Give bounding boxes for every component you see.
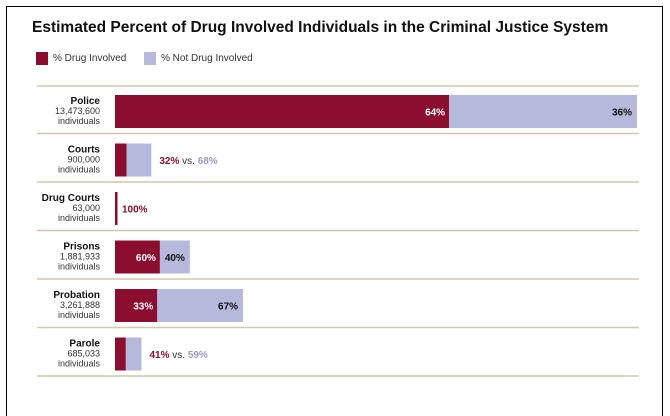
bar-not-drug-involved-police — [449, 95, 637, 128]
category-label-police: Police — [71, 96, 101, 107]
data-label-drug-courts: 32% — [159, 156, 179, 167]
legend-label-not-drug-involved: % Not Drug Involved — [161, 53, 253, 64]
data-label-parole: 41% vs. 59% — [149, 350, 207, 361]
bar-not-drug-involved-parole — [125, 337, 142, 371]
data-label-drug-probation: 33% — [133, 302, 153, 313]
category-label-courts: Courts — [68, 145, 101, 156]
category-count-drug-courts: 63,000 — [72, 203, 100, 213]
data-label-drug-police: 64% — [425, 108, 445, 119]
data-label-not-drug-prisons: 40% — [165, 253, 185, 264]
category-label-probation: Probation — [53, 290, 100, 301]
chart-title: Estimated Percent of Drug Involved Indiv… — [32, 19, 609, 36]
category-count-parole: 685,033 — [67, 349, 100, 359]
data-label-not-drug-parole: 59% — [188, 350, 208, 361]
bar-drug-involved-courts — [115, 143, 127, 177]
category-label-prisons: Prisons — [63, 242, 100, 253]
bar-drug-involved-parole — [115, 337, 126, 371]
bar-not-drug-involved-prisons — [159, 240, 190, 274]
category-unit-police: individuals — [58, 116, 101, 126]
data-label-drug-prisons: 60% — [136, 253, 156, 264]
data-label-vs-parole: vs. — [169, 350, 187, 361]
category-unit-courts: individuals — [58, 165, 101, 175]
category-unit-drug-courts: individuals — [58, 213, 101, 223]
legend-label-drug-involved: % Drug Involved — [53, 53, 127, 64]
category-count-probation: 3,261,888 — [60, 300, 100, 310]
category-unit-prisons: individuals — [58, 262, 101, 272]
category-unit-parole: individuals — [58, 359, 101, 369]
category-unit-probation: individuals — [58, 310, 101, 320]
category-label-drug-courts: Drug Courts — [42, 193, 101, 204]
data-label-not-drug-police: 36% — [612, 108, 632, 119]
bar-drug-involved-police — [115, 95, 450, 128]
category-count-prisons: 1,881,933 — [60, 252, 100, 262]
data-label-drug-drug-courts: 100% — [122, 205, 148, 216]
bar-not-drug-involved-courts — [126, 143, 152, 177]
category-count-police: 13,473,600 — [55, 106, 100, 116]
data-label-not-drug-courts: 68% — [198, 156, 218, 167]
data-label-courts: 32% vs. 68% — [159, 156, 217, 167]
data-label-not-drug-probation: 67% — [218, 302, 238, 313]
bar-not-drug-involved-probation — [157, 289, 244, 322]
data-label-drug-parole: 41% — [149, 350, 169, 361]
category-label-parole: Parole — [69, 339, 100, 350]
bar-drug-involved-prisons — [115, 240, 160, 274]
category-count-courts: 900,000 — [67, 155, 100, 165]
data-label-vs-courts: vs. — [179, 156, 197, 167]
legend-swatch-drug-involved — [36, 52, 48, 65]
bar-drug-involved-probation — [115, 289, 158, 322]
bar-drug-involved-drug-courts — [115, 192, 118, 225]
legend-swatch-not-drug-involved — [144, 52, 156, 65]
